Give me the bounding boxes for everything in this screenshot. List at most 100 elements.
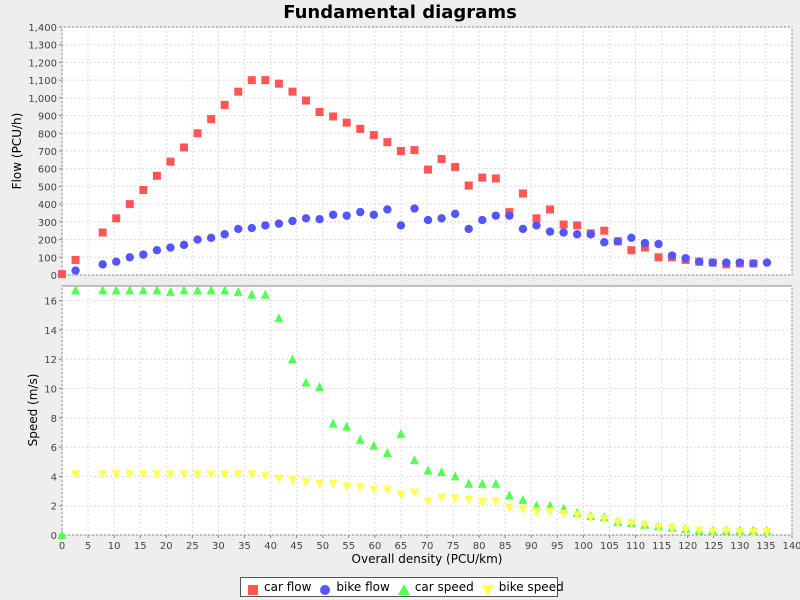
x-tick-label: 60 — [368, 541, 381, 552]
car-flow-point — [518, 189, 527, 198]
bike-flow-point — [627, 233, 636, 242]
x-tick-label: 55 — [342, 541, 355, 552]
bike-flow-point — [559, 228, 568, 237]
speed-y-tick-label: 4 — [51, 472, 57, 483]
bike-speed-point — [518, 505, 528, 515]
bike-flow-point — [369, 210, 379, 219]
bike-speed-point — [721, 527, 731, 537]
x-tick-label: 5 — [85, 541, 91, 552]
car-speed-point — [260, 289, 270, 299]
car-speed-point — [328, 418, 338, 428]
car-flow-point — [491, 174, 500, 183]
x-tick-label: 125 — [704, 541, 723, 552]
car-flow-point — [478, 173, 487, 182]
bike-flow-point — [234, 224, 243, 234]
bike-flow-point — [586, 230, 595, 239]
bike-speed-point — [152, 470, 162, 480]
bike-speed-point — [98, 470, 108, 480]
bike-speed-point — [599, 514, 609, 524]
car-flow-point — [424, 165, 433, 174]
bike-speed-point — [287, 476, 297, 486]
car-flow-point — [559, 220, 568, 229]
car-speed-point — [423, 465, 433, 475]
bike-speed-point — [233, 470, 243, 480]
bike-speed-point — [640, 520, 650, 530]
legend-square-marker — [247, 581, 259, 595]
x-tick-label: 30 — [212, 541, 225, 552]
car-flow-point — [573, 221, 582, 230]
car-speed-point — [491, 478, 501, 488]
car-speed-point — [274, 313, 284, 323]
x-tick-label: 65 — [395, 541, 408, 552]
bike-flow-point — [613, 237, 623, 246]
car-flow-point — [640, 243, 649, 252]
bike-flow-point — [735, 258, 745, 267]
bike-flow-point — [762, 258, 772, 267]
x-tick-label: 45 — [290, 541, 303, 552]
car-flow-point — [261, 76, 270, 85]
bike-flow-point — [423, 215, 433, 225]
bike-flow-point — [125, 253, 134, 262]
legend-item-bike-flow: bike flow — [319, 580, 390, 595]
bike-speed-point — [708, 527, 718, 537]
bike-flow-point — [600, 238, 609, 247]
bike-flow-point — [694, 257, 704, 266]
bike-speed-point — [450, 494, 460, 504]
car-flow-point — [139, 185, 148, 194]
bike-speed-point — [125, 470, 135, 480]
flow-y-axis-label: Flow (PCU/h) — [10, 113, 24, 190]
bike-flow-point — [437, 214, 446, 223]
bike-flow-point — [206, 233, 216, 242]
bike-speed-point — [654, 522, 664, 532]
car-flow-point — [600, 226, 609, 235]
car-speed-point — [477, 478, 487, 488]
bike-speed-point — [667, 524, 677, 534]
legend-item-car-flow: car flow — [247, 580, 312, 595]
bike-flow-point — [749, 259, 758, 268]
bike-speed-point — [193, 470, 203, 480]
bike-speed-point — [409, 488, 419, 498]
x-tick-label: 10 — [108, 541, 121, 552]
car-flow-point — [315, 108, 324, 117]
bike-speed-point — [586, 513, 596, 523]
speed-y-tick-label: 6 — [51, 443, 57, 454]
bike-flow-point — [315, 215, 324, 224]
bike-flow-point — [139, 250, 148, 259]
car-flow-point — [247, 76, 256, 85]
bike-speed-point — [165, 470, 175, 480]
speed-y-tick-label: 8 — [51, 414, 57, 425]
bike-flow-point — [464, 224, 473, 234]
bike-speed-point — [179, 470, 189, 480]
car-speed-point — [206, 285, 216, 295]
car-flow-point — [234, 87, 243, 96]
speed-y-tick-label: 2 — [51, 502, 57, 513]
car-flow-point — [112, 214, 121, 223]
bike-flow-point — [220, 230, 229, 239]
legend-label: car flow — [264, 580, 312, 594]
bike-flow-point — [640, 238, 650, 248]
bike-flow-point — [166, 243, 175, 252]
x-tick-label: 40 — [264, 541, 277, 552]
car-speed-point — [233, 286, 243, 296]
legend-triangle-marker — [397, 581, 410, 595]
flow-y-tick-label: 1,100 — [28, 76, 57, 87]
x-tick-label: 105 — [600, 541, 619, 552]
car-flow-point — [383, 138, 392, 147]
car-flow-point — [451, 162, 460, 171]
car-flow-point — [546, 205, 555, 214]
flow-y-tick-label: 1,400 — [28, 23, 57, 34]
bike-speed-point — [206, 470, 216, 480]
bike-speed-point — [613, 518, 623, 528]
car-speed-point — [464, 478, 474, 488]
car-flow-point — [464, 181, 473, 190]
legend-label: bike flow — [336, 580, 390, 594]
flow-y-tick-label: 500 — [38, 182, 57, 193]
bike-flow-point — [491, 211, 501, 220]
bike-speed-point — [681, 525, 691, 535]
speed-y-tick-label: 0 — [51, 531, 57, 542]
car-speed-point — [125, 285, 135, 295]
bike-flow-point — [532, 221, 541, 230]
bike-flow-point — [301, 214, 311, 223]
car-speed-point — [152, 285, 162, 295]
x-tick-label: 90 — [525, 541, 538, 552]
